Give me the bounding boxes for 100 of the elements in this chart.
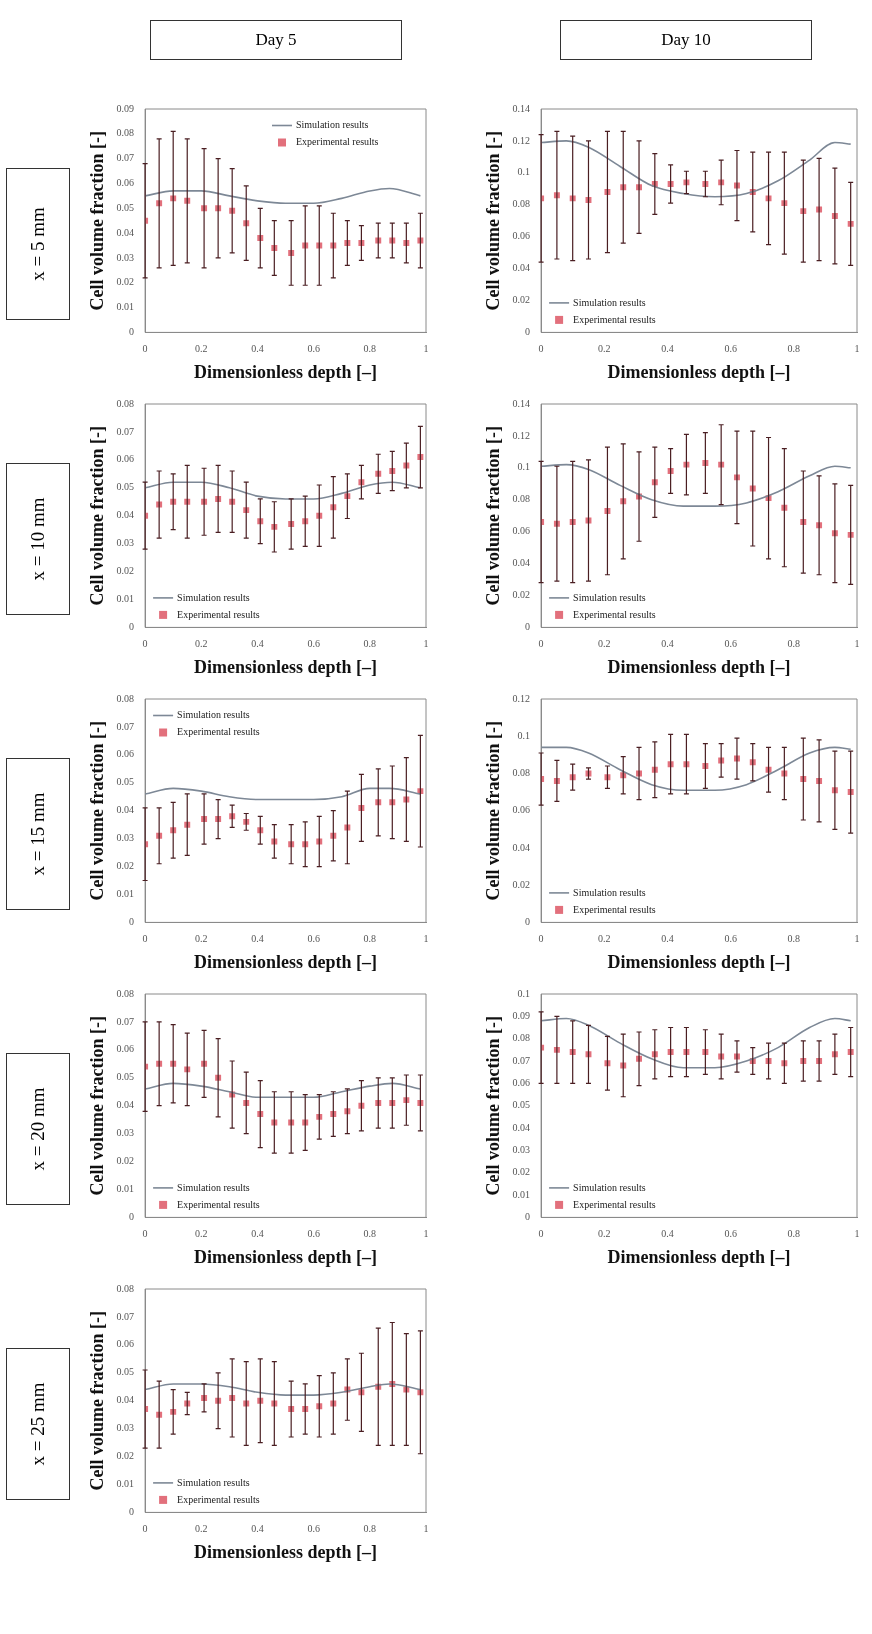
y-tick-label: 0.05: [116, 776, 135, 788]
y-tick-label: 0: [525, 621, 531, 633]
line-series: [145, 1082, 422, 1099]
x-axis-title: Dimensionless depth [–]: [194, 1541, 378, 1562]
y-axis-title: Cell volume fraction [-]: [483, 130, 504, 311]
y-tick-label: 0: [129, 1211, 135, 1223]
x-tick-label: 0: [538, 638, 544, 650]
y-tick-label: 0.06: [116, 177, 135, 189]
y-tick-label: 0.05: [116, 1071, 135, 1083]
x-tick-label: 0.8: [363, 933, 377, 945]
y-tick-label: 0.1: [517, 987, 531, 999]
legend-label: Experimental results: [177, 608, 260, 620]
legend-label: Simulation results: [177, 1181, 250, 1193]
x-tick-label: 0.8: [363, 343, 377, 355]
line-series: [145, 187, 422, 205]
x-tick-label: 0.4: [661, 933, 674, 945]
x-axis-title: Dimensionless depth [–]: [194, 656, 378, 677]
y-tick-label: 0.1: [517, 729, 531, 741]
y-tick-label: 0.04: [116, 226, 135, 238]
y-tick-label: 0.03: [116, 832, 135, 844]
x-tick-label: 0.8: [363, 1523, 377, 1535]
x-tick-label: 1: [854, 1228, 860, 1240]
y-tick-label: 0.04: [116, 804, 135, 816]
y-tick-label: 0.01: [512, 1188, 531, 1200]
x-tick-label: 0: [538, 933, 544, 945]
y-tick-label: 0.02: [116, 860, 135, 872]
x-tick-label: 0.6: [307, 343, 320, 355]
y-tick-label: 0.08: [116, 127, 135, 139]
legend-label: Experimental results: [177, 1493, 260, 1505]
y-tick-label: 0.02: [116, 276, 135, 288]
x-tick-label: 0.8: [787, 343, 801, 355]
legend-label: Simulation results: [573, 886, 646, 898]
y-tick-label: 0: [129, 621, 135, 633]
x-tick-label: 0.2: [195, 638, 208, 650]
x-tick-label: 0.4: [661, 1228, 674, 1240]
y-axis-title: Cell volume fraction [-]: [483, 720, 504, 901]
y-tick-label: 0.06: [512, 1076, 531, 1088]
y-tick-label: 0.1: [517, 166, 531, 178]
y-tick-label: 0.02: [512, 1166, 531, 1178]
x-tick-label: 1: [854, 933, 860, 945]
y-tick-label: 0.02: [512, 878, 531, 890]
x-tick-label: 1: [423, 1228, 429, 1240]
y-tick-label: 0.02: [116, 565, 135, 577]
y-tick-label: 0: [525, 326, 531, 338]
y-tick-label: 0.05: [512, 1099, 531, 1111]
y-tick-label: 0.08: [512, 767, 531, 779]
text: x = 5 mm: [27, 207, 49, 281]
x-tick-label: 1: [854, 343, 860, 355]
y-axis-title: Cell volume fraction [-]: [87, 425, 108, 606]
x-axis-title: Dimensionless depth [–]: [194, 361, 378, 382]
y-axis-title: Cell volume fraction [-]: [87, 1310, 108, 1491]
y-tick-label: 0.14: [512, 397, 531, 409]
y-tick-label: 0.04: [512, 1121, 531, 1133]
y-tick-label: 0.08: [116, 692, 135, 704]
legend-label: Simulation results: [573, 1181, 646, 1193]
y-tick-label: 0.14: [512, 102, 531, 114]
legend-label: Experimental results: [573, 608, 656, 620]
x-tick-label: 0.6: [724, 933, 737, 945]
legend-label: Experimental results: [573, 1198, 656, 1210]
legend-label: Experimental results: [573, 903, 656, 915]
y-tick-label: 0.07: [116, 1310, 135, 1322]
x-tick-label: 0.6: [307, 1523, 320, 1535]
x-tick-label: 0.6: [307, 933, 320, 945]
y-tick-label: 0.09: [116, 102, 135, 114]
x-tick-label: 0.4: [251, 1523, 264, 1535]
x-tick-label: 0: [538, 343, 544, 355]
x-tick-label: 0.8: [787, 638, 801, 650]
line-series: [541, 140, 852, 198]
x-tick-label: 0.2: [195, 343, 208, 355]
y-axis-title: Cell volume fraction [-]: [87, 1015, 108, 1196]
x-tick-label: 0.2: [598, 933, 611, 945]
y-tick-label: 0.1: [517, 461, 531, 473]
y-tick-label: 0.06: [512, 230, 531, 242]
legend-label: Simulation results: [573, 591, 646, 603]
x-tick-label: 0.8: [363, 1228, 377, 1240]
y-tick-label: 0.06: [512, 804, 531, 816]
y-tick-label: 0.04: [116, 1099, 135, 1111]
x-tick-label: 0: [538, 1228, 544, 1240]
x-tick-label: 0.4: [251, 343, 264, 355]
y-tick-label: 0.12: [512, 429, 531, 441]
x-tick-label: 0.2: [195, 1523, 208, 1535]
x-tick-label: 0.4: [661, 343, 674, 355]
x-tick-label: 0.8: [787, 1228, 801, 1240]
y-tick-label: 0: [129, 1506, 135, 1518]
y-tick-label: 0.08: [116, 1282, 135, 1294]
x-tick-label: 0.4: [251, 933, 264, 945]
y-axis-title: Cell volume fraction [-]: [483, 425, 504, 606]
legend-label: Experimental results: [177, 1198, 260, 1210]
y-tick-label: 0: [129, 326, 135, 338]
y-tick-label: 0.08: [512, 493, 531, 505]
y-tick-label: 0: [525, 916, 531, 928]
x-tick-label: 0.4: [251, 638, 264, 650]
y-tick-label: 0.06: [116, 1338, 135, 1350]
y-tick-label: 0: [525, 1211, 531, 1223]
text: x = 25 mm: [27, 1382, 49, 1466]
line-series: [145, 1383, 422, 1396]
x-tick-label: 0: [142, 638, 148, 650]
x-axis-title: Dimensionless depth [–]: [607, 361, 791, 382]
x-tick-label: 0.6: [724, 343, 737, 355]
text: x = 10 mm: [27, 497, 49, 581]
